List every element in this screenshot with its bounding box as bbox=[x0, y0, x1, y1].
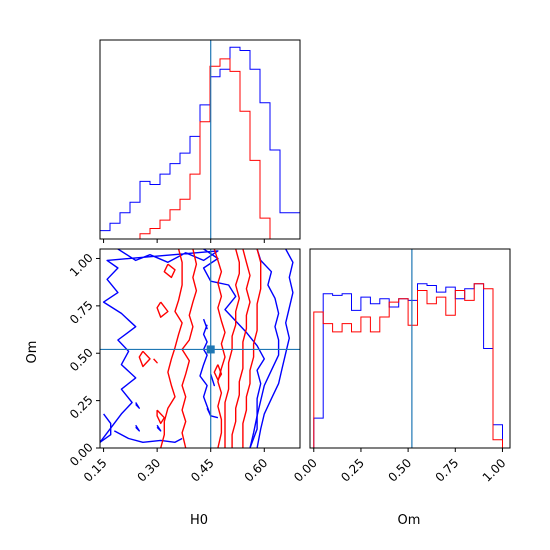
contour-blue bbox=[135, 424, 140, 432]
contour-ytick-label: 1.00 bbox=[67, 251, 96, 280]
contour-red bbox=[181, 249, 198, 448]
contour-blue bbox=[156, 424, 162, 432]
y-axis-label-om: Om bbox=[25, 341, 40, 364]
contour-blue bbox=[135, 402, 140, 409]
contour-red bbox=[213, 249, 226, 448]
contour-red bbox=[163, 263, 176, 279]
x-axis-label-h0: H0 bbox=[190, 513, 208, 528]
contour-red bbox=[156, 409, 165, 425]
h0-hist-frame bbox=[99, 39, 301, 240]
contour-blue bbox=[210, 373, 215, 387]
contour-blue bbox=[100, 413, 112, 443]
contour-red bbox=[242, 249, 262, 448]
om-hist-xtick-label: 0.75 bbox=[433, 456, 462, 485]
contour-series bbox=[100, 249, 294, 448]
om-hist-frame bbox=[309, 248, 511, 449]
contour-red bbox=[231, 249, 251, 448]
contour-red bbox=[138, 350, 151, 368]
contour-ytick-label: 0.75 bbox=[67, 298, 96, 327]
contour-blue bbox=[202, 318, 208, 330]
contour-blue bbox=[256, 249, 294, 448]
x-axis-label-om: Om bbox=[398, 513, 421, 528]
om-hist-red bbox=[313, 283, 503, 448]
contour-xtick-label: 0.45 bbox=[188, 456, 217, 485]
contour-xtick-label: 0.60 bbox=[242, 456, 271, 485]
contour-red bbox=[153, 358, 158, 364]
contour-blue bbox=[249, 249, 280, 448]
h0-hist-red bbox=[100, 58, 300, 239]
om-hist-series bbox=[313, 283, 503, 448]
contour-blue bbox=[202, 249, 265, 448]
contour-xtick-label: 0.30 bbox=[134, 456, 163, 485]
om-hist-xtick-label: 0.25 bbox=[338, 456, 367, 485]
h0-om-contour-panel: 0.15 0.30 0.45 0.600.000.250.500.751.00 bbox=[67, 248, 301, 485]
om-marginal-panel: 0.00 0.25 0.50 0.75 1.00 bbox=[291, 248, 511, 485]
h0-hist-series bbox=[100, 46, 300, 239]
om-hist-xtick-label: 1.00 bbox=[480, 456, 509, 485]
om-hist-xtick-label: 0.50 bbox=[385, 456, 414, 485]
contour-frame bbox=[99, 248, 301, 449]
contour-red bbox=[213, 364, 223, 381]
contour-ytick-label: 0.25 bbox=[67, 393, 96, 422]
om-hist-xtick-label: 0.00 bbox=[291, 456, 320, 485]
truth-marker bbox=[206, 345, 215, 354]
contour-blue bbox=[113, 430, 183, 443]
contour-red bbox=[224, 249, 240, 448]
contour-blue bbox=[199, 324, 219, 419]
contour-blue bbox=[100, 249, 219, 443]
h0-marginal-panel bbox=[99, 39, 301, 243]
contour-red bbox=[160, 249, 183, 448]
contour-ytick-label: 0.50 bbox=[67, 345, 96, 374]
contour-red bbox=[156, 301, 169, 318]
